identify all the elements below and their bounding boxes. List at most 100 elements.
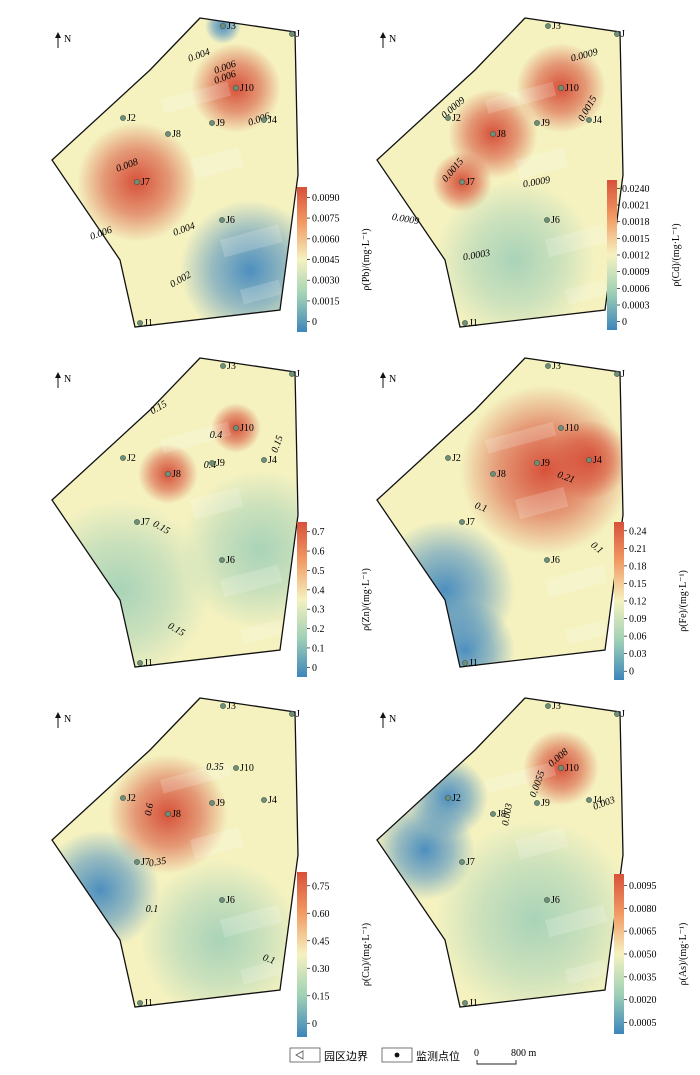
monitoring-point-j1: J1 [137,998,153,1009]
monitoring-point-j7: J7 [459,177,475,188]
scale-bar-line [476,1060,517,1065]
station-label: J1 [144,318,153,329]
legend-tick-label: 0.15 [312,991,330,1002]
station-label: J2 [127,453,136,464]
station-label: J8 [172,469,181,480]
monitoring-point-j10: J10 [558,423,579,434]
station-dot-icon [233,765,239,771]
north-arrow-icon: N [55,712,71,728]
map-panel-zn: N0.150.40.150.40.150.15J1J2J3J4J5J6J7J8J… [40,350,372,685]
monitoring-point-j4: J4 [586,115,602,126]
station-label: J4 [593,115,602,126]
station-label: J8 [497,129,506,140]
monitoring-point-j4: J4 [586,455,602,466]
monitoring-point-j6: J6 [544,895,560,906]
legend-tick-label: 0.4 [312,585,325,596]
legend-tick-label: 0.0015 [622,234,650,245]
hotspot-zn-3 [180,470,298,630]
station-dot-icon [544,217,550,223]
building-patch-as-1 [545,904,608,938]
contour-label: 0.4 [210,430,223,441]
legend-tick-label: 0.3 [312,605,325,616]
boundary-outline-fe [376,357,624,668]
building-patch-zn-2 [160,421,232,454]
station-label: J2 [452,793,461,804]
station-dot-icon [261,797,267,803]
monitoring-point-j2: J2 [120,113,136,124]
station-dot-icon [394,1052,400,1058]
legend-tick-label: 0.0030 [312,276,340,287]
legend-tick-label: 0.2 [312,624,325,635]
contour-fill-pb [52,18,298,327]
station-label: J8 [172,809,181,820]
monitoring-point-j10: J10 [233,83,254,94]
legend-tick-label: 0.12 [629,597,647,608]
monitoring-point-j8: J8 [165,809,181,820]
legend-colorbar [614,874,624,1034]
building-patch-cd-2 [485,81,557,114]
legend-tick-label: 0.0012 [622,251,650,262]
legend-tick-label: 0 [312,317,317,328]
station-dot-icon [137,660,143,666]
building-patch-cu-1 [220,904,283,938]
legend-fe: 0.24 0.21 0.18 0.15 0.12 0.09 0.06 0.03 0 ρ(Fe)/(… [614,522,689,680]
legend-tick-label: 0.5 [312,566,325,577]
station-label: J9 [541,798,550,809]
station-label: J5 [621,709,625,720]
station-label: J4 [268,795,277,806]
building-patch-pb-3 [240,279,283,305]
map-panel-cd: N 0.0009 0.0009 0.0015 0.0015 0.0009 0.0009 0.0… [365,10,682,345]
station-dot-icon [534,800,540,806]
monitoring-point-j3: J3 [220,361,236,372]
contour-label: 0.0009 [522,175,551,191]
station-dot-icon [544,897,550,903]
station-dot-icon [289,371,295,377]
legend-tick-label: 0 [629,667,634,678]
legend-tick-label: 0.7 [312,527,325,538]
station-dot-icon [120,455,126,461]
monitoring-point-j8: J8 [165,129,181,140]
map-panel-pb: N 0.004 0.006 0.006 0.006 0.008 0.006 0.004 0.00… [40,10,372,345]
station-dot-icon [445,455,451,461]
contour-label: 0.35 [206,762,224,773]
scale-end-label: 800 m [511,1048,537,1059]
station-dot-icon [134,519,140,525]
footer-svg: 园区边界 监测点位 0 800 m [289,1047,537,1065]
legend-tick-label: 0.1 [312,643,325,654]
legend-tick-label: 0.09 [629,614,647,625]
legend-tick-label: 0.0003 [622,301,650,312]
station-dot-icon [137,1000,143,1006]
legend-tick-label: 0.0240 [622,184,650,195]
monitoring-point-j2: J2 [120,453,136,464]
station-dot-icon [445,115,451,121]
station-dot-icon [219,557,225,563]
contour-label: 0.1 [473,500,489,515]
building-patch-pb-2 [160,81,232,114]
building-patch-as-3 [565,959,608,985]
station-label: J7 [466,177,475,188]
boundary-icon [295,1050,304,1060]
legend-tick-label: 0.0080 [629,904,657,915]
station-label: J3 [552,701,561,712]
station-dot-icon [614,711,620,717]
building-patch-fe-3 [565,619,608,645]
station-label: J3 [227,701,236,712]
boundary-outline-zn [51,357,299,668]
station-label: J5 [296,29,300,40]
legend-tick-label: 0.0005 [629,1018,657,1029]
monitoring-point-j10: J10 [233,423,254,434]
station-dot-icon [490,131,496,137]
legend-colorbar [614,522,624,680]
station-label: J1 [469,318,478,329]
monitoring-point-j6: J6 [219,215,235,226]
legend-tick-label: 0.0095 [629,881,657,892]
legend-title: ρ(Fe)/(mg·L⁻¹) [678,570,689,632]
station-dot-icon [289,31,295,37]
contour-fill-cu [52,698,298,1007]
legend-tick-label: 0.0065 [629,927,657,938]
monitoring-point-j7: J7 [459,857,475,868]
monitoring-point-j7: J7 [459,517,475,528]
legend-as: 0.0095 0.0080 0.0065 0.0050 0.0035 0.0020 0.00… [614,874,689,1034]
station-label: J7 [466,857,475,868]
legend-tick-label: 0.0006 [622,284,650,295]
